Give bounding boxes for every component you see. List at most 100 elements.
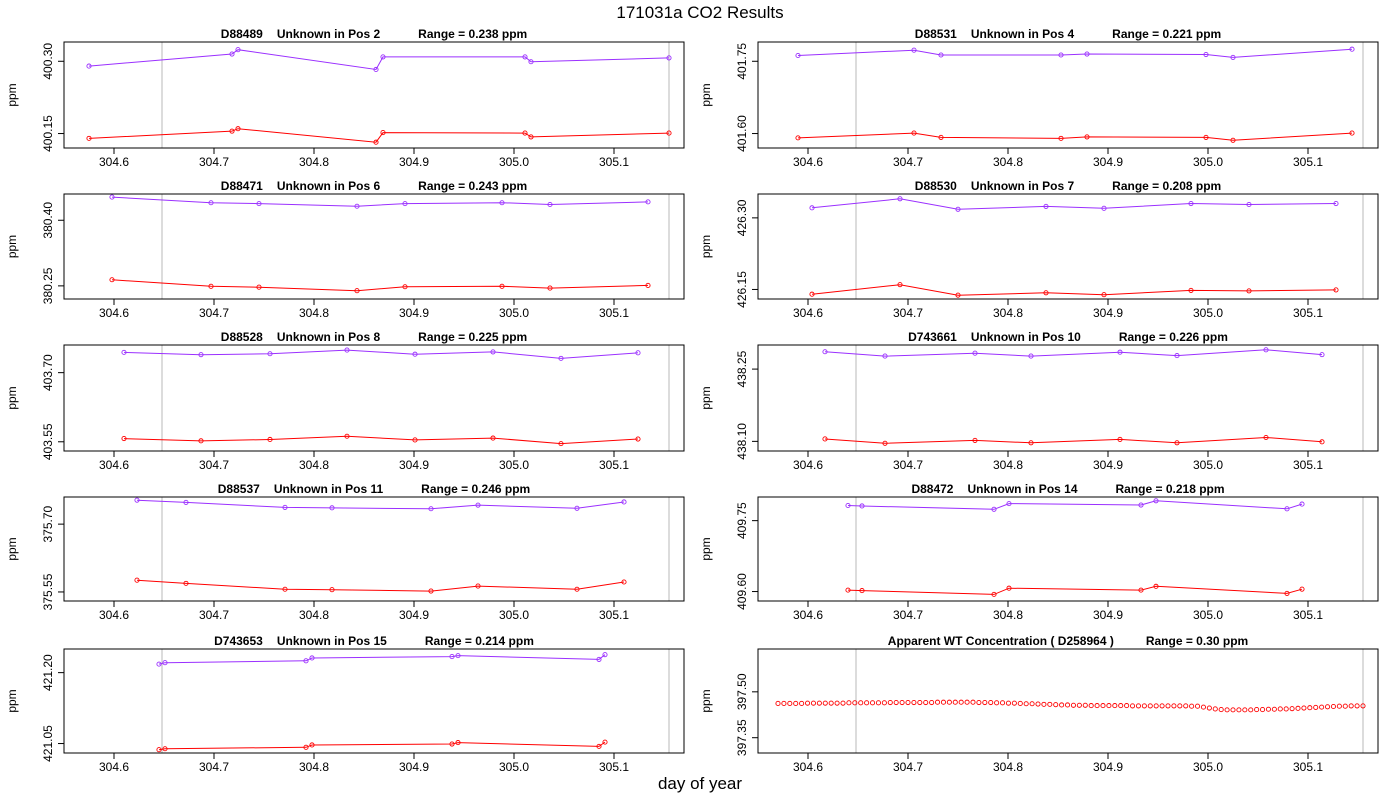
data-point (1348, 703, 1354, 709)
data-point (574, 505, 580, 511)
x-tick-label: 304.7 (893, 608, 923, 622)
y-axis-label: ppm (699, 235, 713, 258)
y-axis-label: ppm (5, 235, 19, 258)
y-axis-label: ppm (699, 537, 713, 560)
data-point (547, 201, 553, 208)
data-point (1324, 704, 1331, 710)
y-tick-label: 375.55 (41, 573, 55, 610)
series-line-upper (111, 196, 649, 207)
x-tick-label: 304.6 (99, 760, 129, 774)
x-tick-label: 304.9 (399, 458, 429, 472)
x-tick-label: 305.1 (599, 760, 629, 774)
data-point (449, 741, 455, 747)
panel-label: Unknown in Pos 11 (274, 482, 384, 496)
data-point (976, 699, 982, 706)
x-tick-label: 304.9 (1093, 608, 1123, 622)
x-tick-label: 304.6 (793, 760, 823, 774)
y-tick-label: 426.30 (735, 199, 749, 236)
data-point (822, 700, 828, 706)
data-point (1029, 701, 1035, 707)
data-point (329, 587, 335, 593)
panel-2: D88531 Unknown in Pos 4 Range = 0.221 ppm 3… (699, 27, 1379, 169)
data-point (1043, 290, 1049, 296)
x-tick-label: 305.1 (1293, 458, 1323, 472)
data-point (964, 699, 970, 705)
data-point (156, 747, 162, 753)
panel-id: D88528 (221, 330, 263, 344)
data-point (929, 699, 935, 706)
data-point (946, 699, 952, 705)
panel-label: Unknown in Pos 2 (277, 27, 381, 41)
x-tick-label: 304.8 (993, 608, 1023, 622)
data-point (1028, 440, 1034, 446)
data-point (1188, 200, 1194, 207)
panel-range: Range = 0.214 ppm (425, 634, 534, 648)
panel-id: D88530 (915, 179, 957, 193)
x-tick-label: 304.7 (199, 760, 229, 774)
data-point (354, 288, 360, 294)
data-point (134, 497, 140, 503)
y-tick-label: 421.05 (41, 725, 55, 762)
data-point (1124, 703, 1130, 709)
data-point (558, 441, 564, 447)
data-point (795, 135, 801, 141)
data-point (882, 353, 888, 359)
panel-title: Apparent WT Concentration ( D258964 ) Ran… (888, 634, 1248, 648)
panel-title: D88531 Unknown in Pos 4 Range = 0.221 ppm (915, 27, 1221, 41)
data-point (121, 436, 127, 442)
series-line-lower (824, 436, 1323, 444)
x-tick-label: 304.6 (793, 608, 823, 622)
data-point (645, 199, 651, 205)
y-tick-label: 409.60 (735, 573, 749, 610)
data-point (596, 743, 602, 749)
x-tick-label: 305.1 (1293, 608, 1323, 622)
y-tick-label: 401.75 (735, 43, 749, 80)
data-point (1218, 707, 1224, 713)
data-point (373, 66, 379, 73)
data-point (1117, 349, 1123, 355)
data-point (1006, 585, 1012, 591)
data-point (635, 350, 641, 356)
data-point (596, 656, 602, 662)
data-point (1183, 703, 1189, 709)
x-tick-label: 304.6 (99, 155, 129, 169)
data-point (1295, 705, 1301, 711)
data-point (354, 203, 360, 209)
data-point (982, 699, 988, 706)
data-point (282, 504, 288, 510)
data-point (402, 201, 408, 207)
panel-range: Range = 0.221 ppm (1112, 27, 1221, 41)
data-point (799, 700, 805, 706)
data-point (1254, 707, 1260, 713)
data-point (208, 200, 214, 206)
data-point (412, 437, 418, 443)
y-tick-label: 438.25 (735, 350, 749, 387)
y-axis-label: ppm (5, 386, 19, 409)
data-point (1203, 51, 1209, 58)
x-tick-label: 305.0 (499, 760, 529, 774)
data-point (490, 435, 496, 441)
data-point (1118, 703, 1124, 709)
data-point (183, 580, 189, 586)
data-point (380, 54, 386, 60)
data-point (1100, 703, 1106, 709)
x-tick-label: 305.0 (499, 155, 529, 169)
x-tick-label: 304.8 (993, 306, 1023, 320)
x-tick-label: 305.0 (1193, 760, 1223, 774)
data-point (1138, 587, 1144, 593)
data-point (958, 699, 964, 705)
panel-label: Unknown in Pos 14 (967, 482, 1077, 496)
data-point (121, 349, 127, 355)
data-point (1265, 706, 1272, 712)
data-point (455, 740, 461, 746)
data-point (1112, 703, 1118, 709)
data-point (198, 352, 204, 358)
data-point (882, 440, 888, 446)
data-point (1263, 347, 1269, 353)
y-tick-label: 397.35 (735, 719, 749, 756)
data-point (522, 54, 528, 60)
data-point (1283, 706, 1289, 712)
data-point (309, 655, 315, 661)
x-tick-label: 304.7 (199, 155, 229, 169)
